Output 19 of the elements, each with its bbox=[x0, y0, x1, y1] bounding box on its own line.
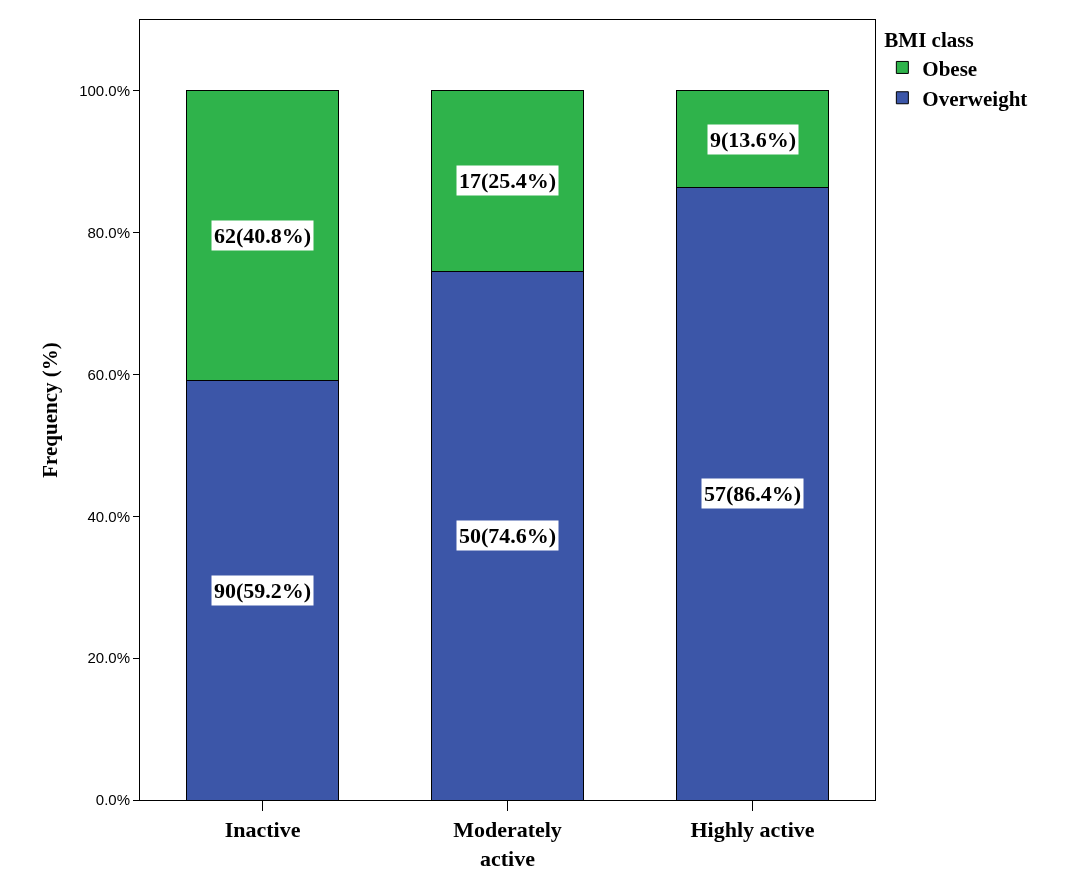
x-tick-label: Inactive bbox=[224, 817, 301, 843]
x-tick-label: Highly active bbox=[690, 817, 815, 843]
data-label: 90(59.2%) bbox=[214, 578, 312, 603]
y-tick-label: 80.0% bbox=[87, 223, 130, 241]
y-tick-label: 0.0% bbox=[95, 791, 130, 809]
legend-label: Obese bbox=[922, 56, 978, 81]
y-axis-title: Frequency (%) bbox=[38, 342, 63, 478]
legend-title: BMI class bbox=[884, 28, 974, 53]
y-tick-label: 100.0% bbox=[79, 82, 130, 100]
data-label: 9(13.6%) bbox=[710, 127, 797, 152]
data-label: 57(86.4%) bbox=[704, 481, 802, 506]
x-tick-label: Moderately active bbox=[453, 817, 562, 871]
y-tick-label: 40.0% bbox=[87, 507, 130, 525]
legend-label: Overweight bbox=[922, 86, 1028, 111]
y-tick-label: 20.0% bbox=[87, 649, 130, 667]
y-tick-label: 60.0% bbox=[87, 365, 130, 383]
data-label: 50(74.6%) bbox=[459, 523, 557, 548]
data-label: 17(25.4%) bbox=[459, 168, 557, 193]
data-label: 62(40.8%) bbox=[214, 223, 312, 248]
